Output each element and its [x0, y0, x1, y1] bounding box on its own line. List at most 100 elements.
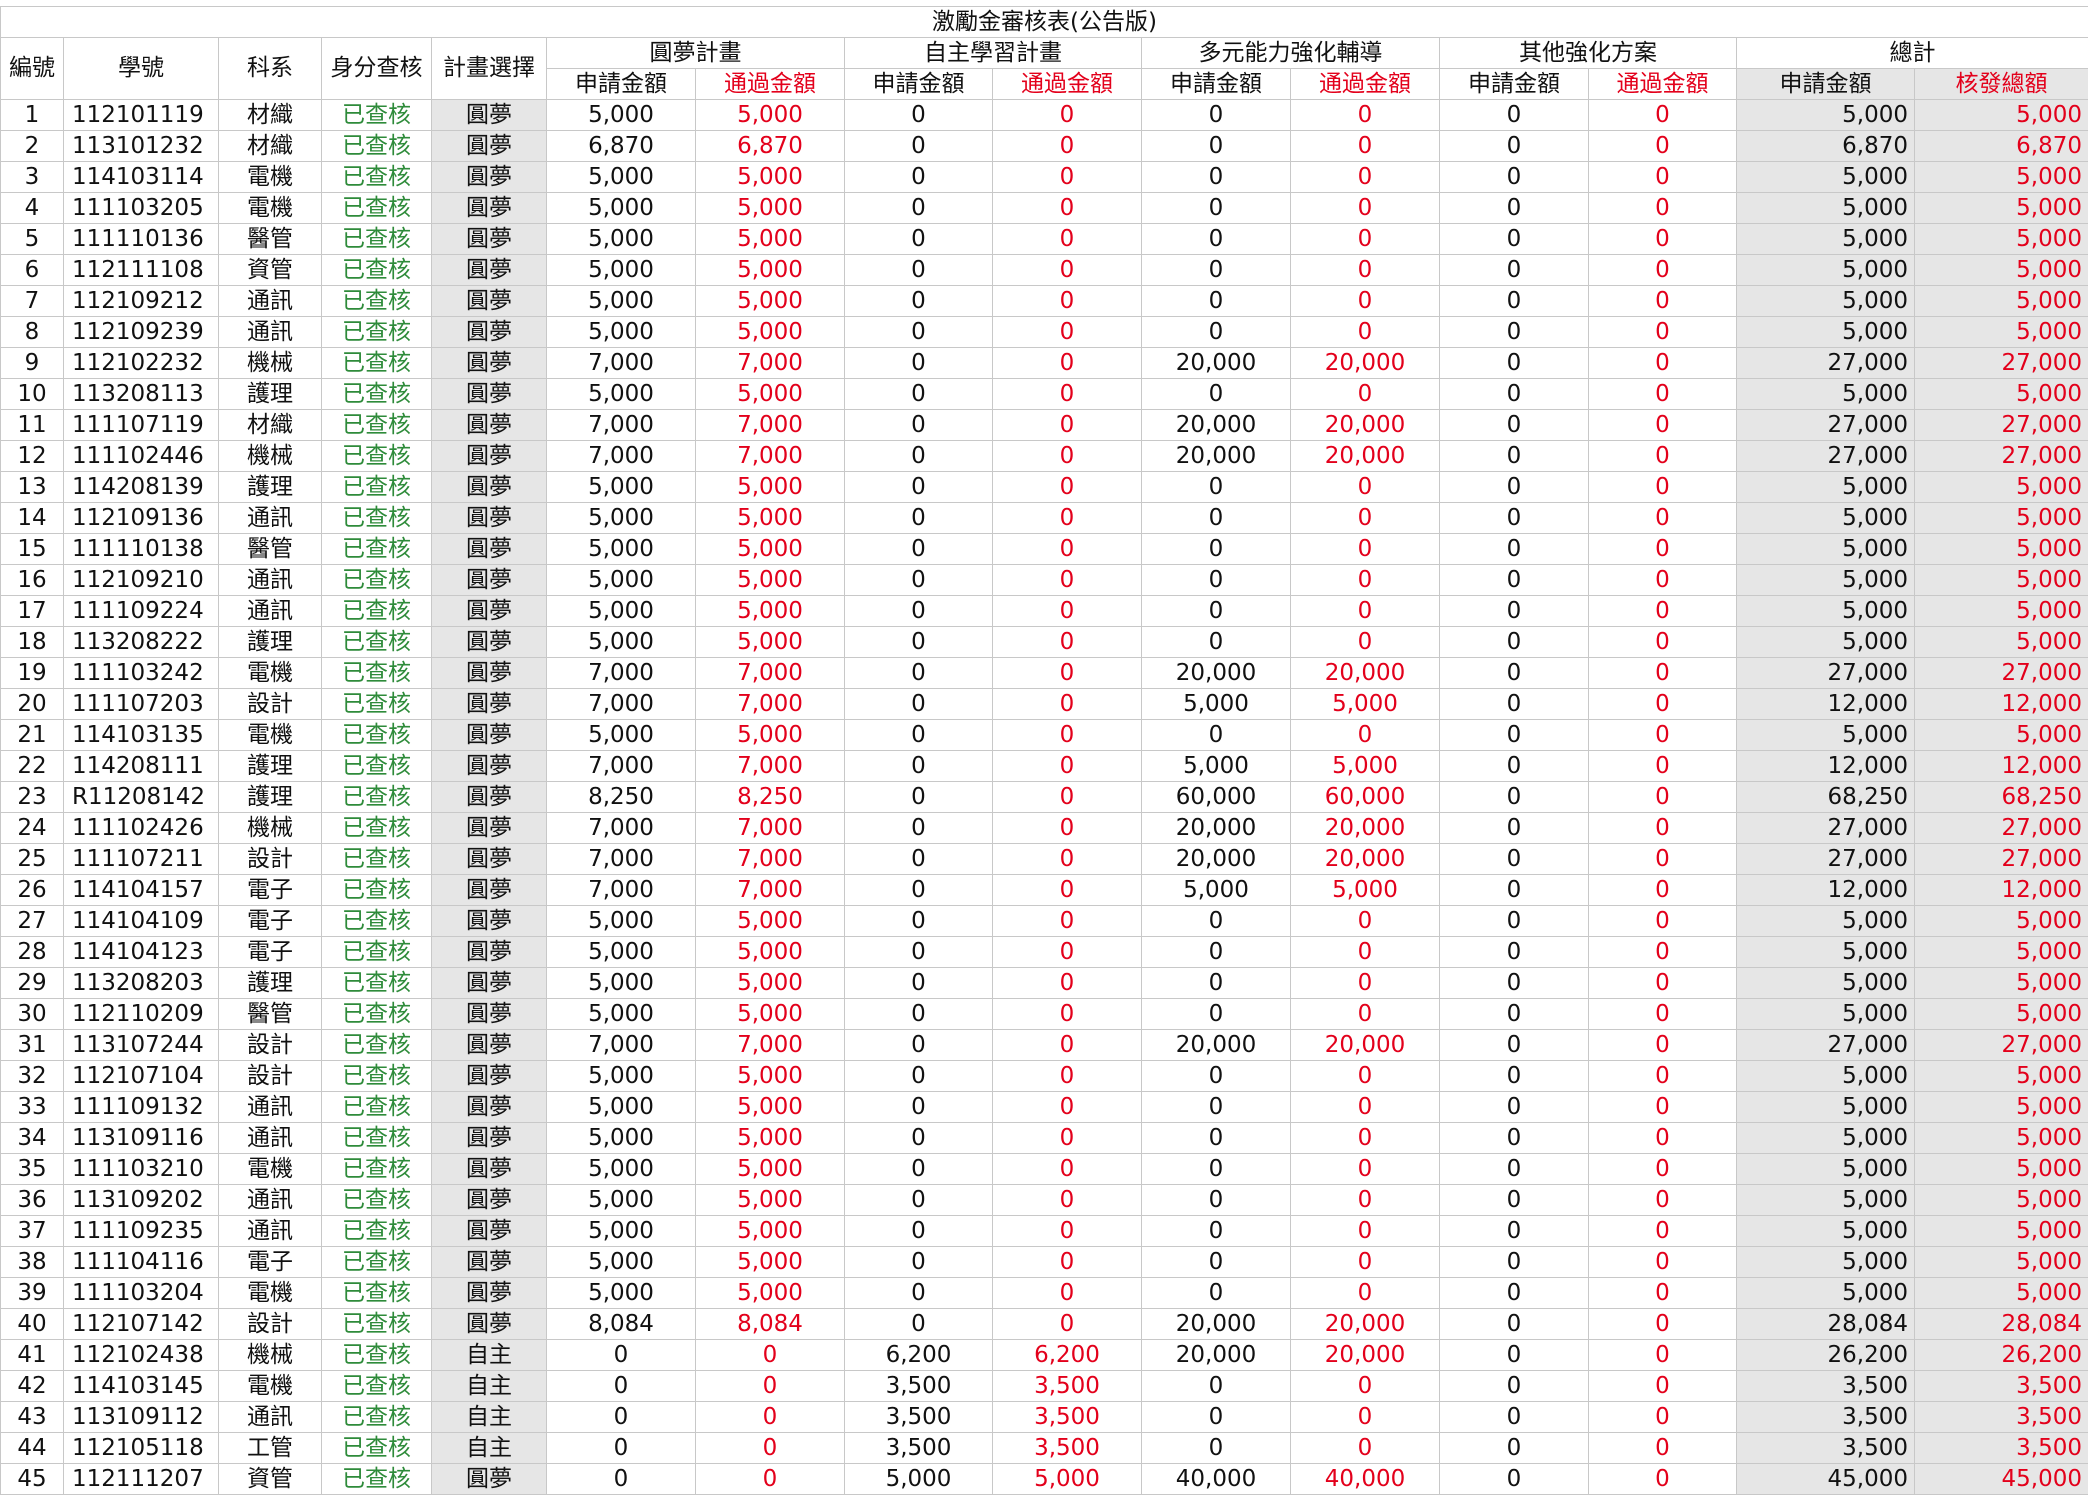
- dept-cell: 電子: [218, 905, 322, 937]
- self-apply-cell: 0: [844, 347, 993, 379]
- identity-check-cell: 已查核: [321, 99, 432, 131]
- self-approved-cell: 6,200: [992, 1339, 1142, 1371]
- dream-apply-cell: 7,000: [546, 1029, 696, 1061]
- self-approved-cell: 0: [992, 905, 1142, 937]
- total-issued-cell: 27,000: [1913, 843, 2088, 875]
- multi-approved-cell: 5,000: [1290, 750, 1440, 782]
- dept-cell: 電機: [218, 161, 322, 193]
- other-apply-cell: 0: [1439, 719, 1589, 751]
- other-approved-cell: 0: [1588, 1401, 1737, 1433]
- student-id-cell: 112109136: [63, 502, 219, 534]
- total-issued-cell: 3,500: [1913, 1401, 2088, 1433]
- dream-approved-cell: 0: [695, 1370, 845, 1402]
- dept-cell: 資管: [218, 254, 322, 286]
- multi-approved-cell: 0: [1290, 99, 1440, 131]
- multi-apply-cell: 5,000: [1141, 874, 1291, 906]
- row-number: 25: [0, 843, 64, 875]
- multi-approved-cell: 20,000: [1290, 843, 1440, 875]
- other-approved-cell: 0: [1588, 1060, 1737, 1092]
- multi-approved-cell: 0: [1290, 1215, 1440, 1247]
- dept-cell: 護理: [218, 781, 322, 813]
- total-apply-cell: 5,000: [1736, 161, 1915, 193]
- dream-apply-cell: 5,000: [546, 1277, 696, 1309]
- dept-cell: 材織: [218, 409, 322, 441]
- plan-choice-cell: 圓夢: [431, 936, 547, 968]
- row-number: 20: [0, 688, 64, 720]
- dept-cell: 電機: [218, 192, 322, 224]
- other-approved-cell: 0: [1588, 1153, 1737, 1185]
- identity-check-cell: 已查核: [321, 1370, 432, 1402]
- other-apply-cell: 0: [1439, 1277, 1589, 1309]
- other-apply-cell: 0: [1439, 223, 1589, 255]
- total-issued-cell: 5,000: [1913, 1153, 2088, 1185]
- self-approved-cell: 0: [992, 595, 1142, 627]
- total-issued-cell: 27,000: [1913, 347, 2088, 379]
- student-id-cell: 113109112: [63, 1401, 219, 1433]
- multi-apply-cell: 0: [1141, 316, 1291, 348]
- plan-choice-cell: 圓夢: [431, 1153, 547, 1185]
- dept-cell: 通訊: [218, 1184, 322, 1216]
- dept-cell: 材織: [218, 99, 322, 131]
- multi-apply-cell: 0: [1141, 1153, 1291, 1185]
- dream-apply-cell: 5,000: [546, 1060, 696, 1092]
- plan-choice-cell: 圓夢: [431, 1122, 547, 1154]
- multi-approved-cell: 0: [1290, 998, 1440, 1030]
- other-apply-cell: 0: [1439, 1184, 1589, 1216]
- plan-choice-cell: 圓夢: [431, 564, 547, 596]
- dream-approved-cell: 5,000: [695, 471, 845, 503]
- total-apply-cell: 5,000: [1736, 998, 1915, 1030]
- other-approved-cell: 0: [1588, 688, 1737, 720]
- student-id-cell: 111104116: [63, 1246, 219, 1278]
- multi-apply-cell: 0: [1141, 1401, 1291, 1433]
- dream-apply-cell: 0: [546, 1432, 696, 1464]
- other-approved-cell: 0: [1588, 223, 1737, 255]
- multi-approved-cell: 0: [1290, 1060, 1440, 1092]
- total-apply-cell: 12,000: [1736, 874, 1915, 906]
- multi-apply-cell: 0: [1141, 533, 1291, 565]
- student-id-cell: 111102426: [63, 812, 219, 844]
- other-apply-cell: 0: [1439, 409, 1589, 441]
- dream-approved-cell: 5,000: [695, 1091, 845, 1123]
- dept-cell: 設計: [218, 1308, 322, 1340]
- row-number: 33: [0, 1091, 64, 1123]
- table-row: 9 112102232 機械 已查核 圓夢 7,000 7,000 0 0 20,000 20,00…: [0, 347, 2088, 379]
- row-number: 9: [0, 347, 64, 379]
- multi-approved-cell: 0: [1290, 285, 1440, 317]
- dept-cell: 機械: [218, 347, 322, 379]
- multi-approved-cell: 40,000: [1290, 1463, 1440, 1495]
- self-apply-cell: 0: [844, 812, 993, 844]
- table-row: 39 111103204 電機 已查核 圓夢 5,000 5,000 0 0 0 0 0 0 5,000 5…: [0, 1277, 2088, 1309]
- row-number: 12: [0, 440, 64, 472]
- dream-approved-cell: 5,000: [695, 285, 845, 317]
- self-apply-cell: 0: [844, 719, 993, 751]
- other-apply-cell: 0: [1439, 936, 1589, 968]
- plan-choice-cell: 圓夢: [431, 347, 547, 379]
- multi-approved-cell: 0: [1290, 192, 1440, 224]
- multi-apply-cell: 20,000: [1141, 1308, 1291, 1340]
- dream-apply-cell: 8,250: [546, 781, 696, 813]
- total-issued-cell: 28,084: [1913, 1308, 2088, 1340]
- total-issued-cell: 5,000: [1913, 192, 2088, 224]
- self-apply-cell: 0: [844, 378, 993, 410]
- self-approved-cell: 0: [992, 843, 1142, 875]
- self-approved-cell: 0: [992, 502, 1142, 534]
- multi-approved-cell: 20,000: [1290, 1339, 1440, 1371]
- plan-choice-cell: 圓夢: [431, 1060, 547, 1092]
- identity-check-cell: 已查核: [321, 564, 432, 596]
- total-issued-cell: 68,250: [1913, 781, 2088, 813]
- total-apply-cell: 5,000: [1736, 99, 1915, 131]
- identity-check-cell: 已查核: [321, 347, 432, 379]
- dream-approved-cell: 5,000: [695, 1122, 845, 1154]
- row-number: 41: [0, 1339, 64, 1371]
- total-apply-cell: 12,000: [1736, 688, 1915, 720]
- other-apply-cell: 0: [1439, 1432, 1589, 1464]
- dream-apply-cell: 5,000: [546, 316, 696, 348]
- total-apply-cell: 5,000: [1736, 285, 1915, 317]
- multi-approved-cell: 20,000: [1290, 1308, 1440, 1340]
- total-issued-cell: 5,000: [1913, 533, 2088, 565]
- student-id-cell: 112110209: [63, 998, 219, 1030]
- total-issued-cell: 5,000: [1913, 967, 2088, 999]
- dream-apply-cell: 5,000: [546, 626, 696, 658]
- self-approved-cell: 0: [992, 688, 1142, 720]
- multi-apply-cell: 20,000: [1141, 1339, 1291, 1371]
